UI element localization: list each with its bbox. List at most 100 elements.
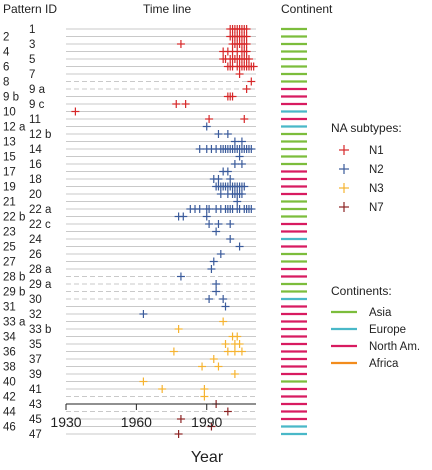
pattern-id-label: 13 <box>3 137 16 149</box>
pattern-id-label: 39 <box>29 369 42 381</box>
data-point <box>235 340 244 348</box>
pattern-id-label: 9 a <box>29 84 46 96</box>
legend-continents: Continents: Asia Europe North Am. Africa <box>331 284 420 370</box>
data-point <box>249 62 258 71</box>
data-point <box>230 370 239 378</box>
pattern-id-label: 9 c <box>29 99 45 111</box>
pattern-id-label: 6 <box>3 62 9 74</box>
data-point <box>240 115 249 123</box>
pattern-id-label: 30 <box>29 294 42 306</box>
pattern-id-label: 12 b <box>29 129 51 141</box>
data-point <box>209 355 218 363</box>
pattern-id-label: 34 <box>3 332 16 344</box>
data-point <box>205 220 214 228</box>
data-point <box>228 92 237 101</box>
data-point <box>242 85 251 93</box>
x-axis-label: Year <box>191 449 224 466</box>
data-point <box>205 295 214 303</box>
data-point <box>202 212 211 221</box>
data-point <box>235 152 244 161</box>
legend-subtype-label: N1 <box>369 145 384 157</box>
x-tick-label: 1930 <box>50 414 81 430</box>
pattern-id-label: 40 <box>3 377 16 389</box>
data-point <box>240 182 249 191</box>
pattern-id-label: 31 <box>3 302 16 314</box>
data-point <box>223 407 232 416</box>
data-point <box>235 242 244 251</box>
pattern-id-label: 37 <box>29 354 42 366</box>
pattern-id-label: 22 b <box>3 212 25 224</box>
pattern-id-label: 41 <box>29 384 42 396</box>
pattern-id-label: 19 <box>3 182 16 194</box>
row-gridlines <box>66 28 256 435</box>
data-point <box>207 422 216 431</box>
data-point <box>237 190 246 198</box>
pattern-id-label: 43 <box>29 399 42 411</box>
data-point <box>242 25 251 33</box>
pattern-id-label: 1 <box>29 24 35 36</box>
pattern-id-label: 33 a <box>3 317 26 329</box>
data-point <box>212 287 221 296</box>
data-point <box>235 70 244 78</box>
data-point <box>247 77 256 86</box>
data-point <box>139 377 148 386</box>
pattern-id-label: 3 <box>29 39 35 51</box>
legend-subtypes: NA subtypes: N1 N2 N3 N7 <box>331 121 402 214</box>
pattern-id-label: 32 <box>29 309 42 321</box>
pattern-id-label: 38 <box>3 362 16 374</box>
pattern-id-label: 28 b <box>3 272 25 284</box>
data-point <box>230 160 239 168</box>
data-point <box>233 332 242 341</box>
data-point <box>176 40 185 48</box>
legend-subtype-marker <box>339 202 349 212</box>
pattern-id-label: 22 a <box>29 204 52 216</box>
data-point <box>214 362 223 371</box>
data-point <box>179 212 188 221</box>
data-point <box>71 107 80 116</box>
data-point <box>176 415 185 423</box>
data-point <box>237 347 246 356</box>
pattern-id-label: 15 <box>3 152 16 164</box>
pattern-id-label: 36 <box>3 347 16 359</box>
pattern-id-label: 45 <box>29 414 42 426</box>
data-point <box>205 115 214 123</box>
pattern-id-label: 46 <box>3 422 16 434</box>
data-point <box>223 167 232 176</box>
pattern-id-label: 5 <box>29 54 35 66</box>
data-point <box>226 235 235 243</box>
data-point <box>214 175 223 183</box>
data-point <box>237 160 246 168</box>
pattern-id-label: 22 c <box>29 219 51 231</box>
data-point <box>181 100 190 108</box>
data-point <box>205 205 214 213</box>
x-axis: 1930 1960 1990 Year <box>50 403 256 466</box>
data-point <box>214 130 223 138</box>
pattern-id-label: 10 <box>3 107 16 119</box>
continent-bars <box>281 27 307 436</box>
data-point <box>200 385 209 393</box>
legend-continents-title: Continents: <box>331 284 392 298</box>
pattern-id-label: 26 <box>29 249 42 261</box>
data-point <box>221 302 230 311</box>
data-point <box>174 430 183 438</box>
timeline-header: Time line <box>143 2 192 16</box>
data-point <box>219 295 228 303</box>
legend-continent-label: Africa <box>369 358 399 370</box>
data-point <box>202 122 211 131</box>
data-point <box>198 362 207 371</box>
pattern-id-label: 21 <box>3 197 16 209</box>
data-point <box>209 257 218 266</box>
data-point <box>233 197 242 206</box>
legend-continent-label: North Am. <box>369 341 420 353</box>
continent-header: Continent <box>281 2 333 16</box>
pattern-id-label: 11 <box>29 114 41 126</box>
pattern-id-label: 16 <box>29 159 42 171</box>
data-point <box>242 32 251 41</box>
data-point <box>169 347 178 356</box>
data-point <box>230 137 239 146</box>
data-point <box>139 310 148 318</box>
data-point <box>244 55 253 63</box>
x-tick-label: 1990 <box>191 414 222 430</box>
